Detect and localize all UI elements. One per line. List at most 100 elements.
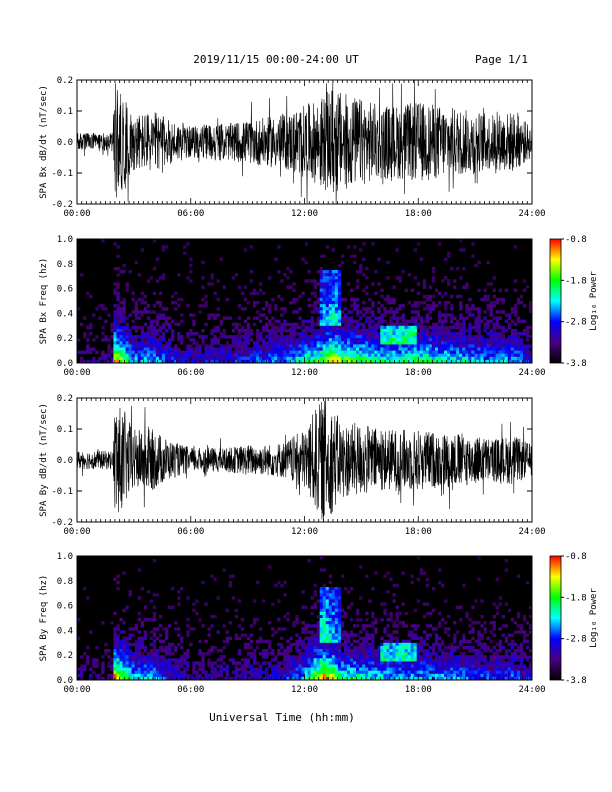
spectrogram-cell [131, 344, 135, 348]
spectrogram-cell [225, 316, 229, 320]
spectrogram-cell [322, 614, 327, 619]
spectrogram-cell [180, 353, 184, 358]
spectrogram-cell [310, 655, 314, 659]
spectrogram-cell [380, 353, 384, 358]
spectrogram-cell [137, 645, 142, 650]
spectrogram-cell [425, 611, 430, 616]
spectrogram-cell [195, 350, 199, 354]
spectrogram-cell [513, 350, 518, 354]
spectrogram-cell [453, 664, 457, 668]
spectrogram-cell [486, 307, 490, 311]
spectrogram-cell [350, 602, 354, 606]
spectrogram-cell [259, 288, 263, 292]
spectrogram-cell [343, 655, 348, 659]
spectrogram-cell [419, 639, 424, 644]
spectrogram-cell [501, 301, 506, 305]
spectrogram-cell [116, 676, 120, 681]
spectrogram-cell [489, 658, 493, 662]
spectrogram-cell [164, 341, 169, 345]
spectrogram-cell [331, 605, 336, 609]
spectrogram-cell [404, 332, 408, 336]
spectrogram-cell [322, 611, 327, 616]
spectrogram-cell [325, 297, 330, 302]
spectrogram-cell [365, 673, 369, 678]
spectrogram-cell [392, 599, 396, 603]
spectrogram-cell [219, 322, 223, 327]
spectrogram-cell [316, 297, 320, 302]
spectrogram-cell [362, 645, 366, 650]
spectrogram-cell [346, 649, 351, 653]
spectrogram-cell [137, 344, 142, 348]
spectrogram-cell [113, 627, 117, 631]
spectrogram-cell [228, 621, 233, 625]
spectrogram-cell [198, 618, 202, 622]
spectrogram-cell [377, 645, 381, 650]
spectrogram-cell [444, 599, 448, 603]
spectrogram-cell [274, 583, 278, 588]
spectrogram-cell [134, 661, 138, 665]
spectrogram-cell [98, 673, 102, 678]
spectrogram-cell [525, 356, 530, 361]
spectrogram-cell [249, 673, 254, 678]
spectrogram-cell [459, 356, 463, 361]
spectrogram-cell [462, 664, 466, 668]
spectrogram-cell [365, 307, 369, 311]
spectrogram-cell [213, 614, 217, 619]
spectrogram-cell [119, 658, 123, 662]
spectrogram-cell [386, 645, 390, 650]
spectrogram-cell [365, 338, 369, 342]
spectrogram-cell [319, 568, 324, 572]
spectrogram-cell [437, 676, 442, 681]
spectrogram-cell [155, 664, 160, 668]
spectrogram-cell [201, 661, 205, 665]
spectrogram-cell [268, 661, 272, 665]
spectrogram-cell [152, 673, 157, 678]
spectrogram-cell [486, 670, 490, 675]
spectrogram-cell [316, 639, 320, 644]
spectrogram-cell [450, 316, 454, 320]
spectrogram-cell [477, 359, 481, 364]
spectrogram-cell [119, 332, 123, 336]
spectrogram-cell [213, 347, 217, 351]
spectrogram-cell [413, 325, 418, 330]
spectrogram-cell [456, 605, 460, 609]
spectrogram-cell [134, 316, 138, 320]
spectrogram-cell [231, 328, 236, 333]
spectrogram-cell [416, 645, 421, 650]
spectrogram-cell [104, 642, 108, 647]
spectrogram-cell [240, 341, 245, 345]
spectrogram-cell [395, 338, 399, 342]
spectrogram-cell [519, 319, 524, 323]
spectrogram-cell [131, 347, 135, 351]
spectrogram-cell [271, 316, 275, 320]
spectrogram-cell [183, 359, 187, 364]
spectrogram-cell [428, 341, 433, 345]
spectrogram-cell [171, 652, 175, 656]
spectrogram-cell [431, 667, 436, 671]
spectrogram-cell [319, 593, 324, 597]
spectrogram-cell [437, 301, 442, 305]
spectrogram-cell [301, 621, 305, 625]
spectrogram-cell [210, 276, 214, 280]
spectrogram-cell [483, 310, 487, 314]
spectrogram-cell [334, 285, 339, 289]
spectrogram-cell [398, 338, 402, 342]
spectrogram-cell [131, 642, 135, 647]
spectrogram-cell [350, 350, 354, 354]
spectrogram-cell [386, 642, 390, 647]
spectrogram-cell [334, 642, 339, 647]
spectrogram-cell [343, 347, 348, 351]
spectrogram-cell [237, 332, 242, 336]
spectrogram-cell [271, 356, 275, 361]
spectrogram-cell [101, 307, 105, 311]
spectrogram-cell [216, 630, 220, 634]
spectrogram-cell [444, 313, 448, 317]
spectrogram-cell [313, 649, 317, 653]
spectrogram-cell [356, 655, 360, 659]
spectrogram-cell [164, 353, 169, 358]
spectrogram-cell [519, 294, 524, 299]
spectrogram-cell [171, 356, 175, 361]
spectrogram-cell [155, 673, 160, 678]
spectrogram-cell [298, 655, 302, 659]
spectrogram-cell [301, 350, 305, 354]
